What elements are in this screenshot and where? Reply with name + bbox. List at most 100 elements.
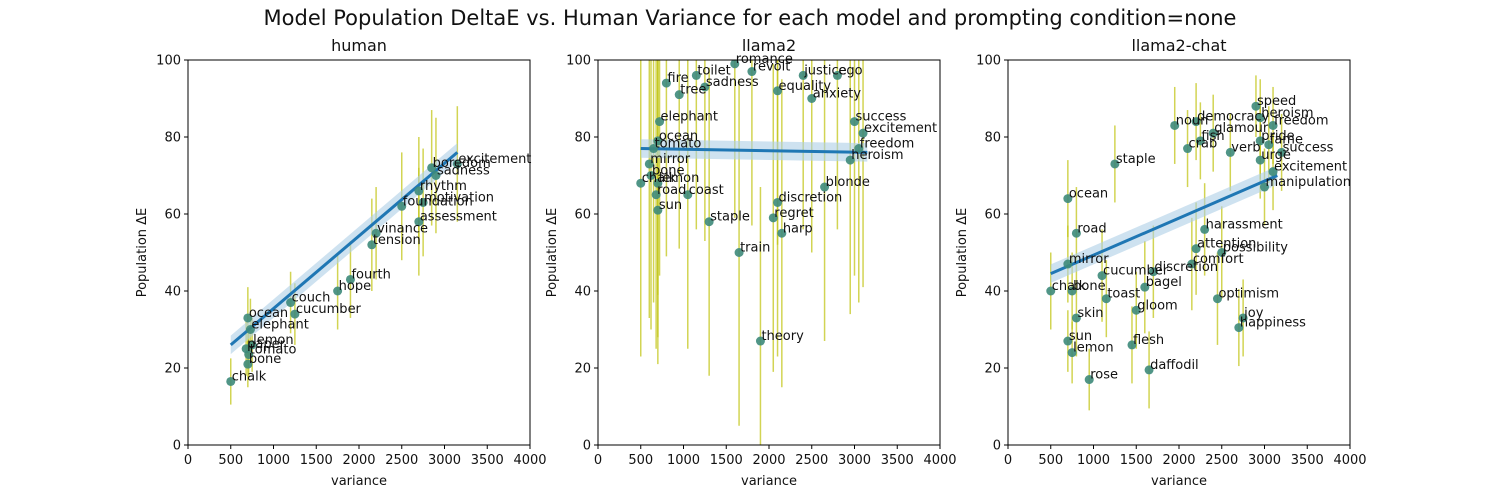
point-label-10: fourth (351, 267, 390, 282)
point-label-24: discretion (779, 190, 843, 205)
point-label-32: joy (1243, 306, 1264, 321)
data-point-30 (1131, 305, 1141, 315)
data-point-15 (418, 197, 428, 207)
point-label-10: success (1283, 140, 1334, 155)
data-point-0 (1251, 101, 1261, 111)
point-label-15: manipulation (1266, 175, 1351, 190)
data-point-25 (1140, 282, 1150, 292)
data-point-5 (245, 325, 255, 334)
point-label-27: chalk (1052, 279, 1087, 294)
point-label-14: excitement (1274, 160, 1347, 175)
data-point-16 (414, 186, 424, 196)
data-point-18 (427, 163, 437, 173)
y-tick-label-0: 0 (173, 439, 181, 454)
data-point-33 (1234, 323, 1244, 333)
data-point-8 (773, 86, 783, 96)
data-point-32 (1238, 313, 1248, 323)
point-label-9: anxiety (813, 87, 862, 102)
point-label-15: tomato (655, 137, 702, 152)
x-tick-label-8: 4000 (1333, 453, 1366, 468)
data-point-25 (653, 205, 663, 215)
data-point-17 (644, 159, 654, 169)
plot-area (226, 106, 462, 405)
point-label-17: mirror (650, 152, 690, 167)
data-point-21 (1187, 259, 1197, 269)
data-point-28 (777, 228, 787, 238)
data-point-6 (1195, 136, 1205, 146)
data-point-24 (773, 197, 783, 207)
point-label-20: lemon (659, 171, 699, 186)
point-label-2: justice (803, 63, 846, 78)
data-point-17 (431, 171, 441, 180)
point-label-0: chalk (232, 369, 267, 384)
data-point-28 (1067, 286, 1077, 296)
x-tick-label-7: 3500 (471, 453, 504, 468)
point-label-23: coast (689, 183, 724, 198)
data-point-0 (730, 60, 740, 69)
point-label-2: tomato (250, 343, 297, 358)
point-label-8: couch (292, 291, 331, 306)
x-axis-label: variance (741, 474, 797, 489)
panel-title: human (331, 36, 387, 55)
y-tick-label-2: 40 (574, 285, 591, 300)
point-label-21: comfort (1193, 252, 1244, 267)
point-label-33: happiness (1240, 316, 1306, 331)
y-tick-label-5: 100 (566, 54, 591, 69)
data-point-12 (858, 128, 868, 138)
data-point-35 (1127, 340, 1137, 350)
data-point-29 (734, 248, 744, 257)
x-tick-label-5: 2500 (795, 453, 828, 468)
x-tick-label-3: 1500 (710, 453, 743, 468)
point-label-38: rose (1090, 368, 1118, 383)
data-point-26 (768, 213, 778, 223)
point-label-16: heroism (851, 148, 903, 163)
point-label-29: train (740, 241, 770, 256)
point-label-27: staple (710, 210, 750, 225)
data-point-34 (1063, 336, 1073, 346)
data-point-27 (704, 217, 714, 227)
x-tick-label-1: 500 (628, 453, 653, 468)
point-label-3: noun (1176, 113, 1209, 128)
axes-frame (187, 59, 531, 446)
x-tick-label-5: 2500 (1205, 453, 1238, 468)
data-point-4 (1268, 120, 1278, 130)
point-label-16: rhythm (420, 179, 467, 194)
x-tick-label-4: 2000 (342, 453, 375, 468)
y-tick-label-1: 20 (164, 362, 181, 377)
data-point-26 (1212, 294, 1222, 304)
point-label-25: sun (659, 198, 682, 213)
data-point-7 (674, 90, 684, 100)
data-point-12 (371, 228, 381, 238)
data-point-7 (1255, 136, 1265, 146)
x-tick-label-2: 1000 (1077, 453, 1110, 468)
point-label-8: equality (779, 79, 832, 94)
data-point-22 (1148, 267, 1158, 277)
data-point-16 (845, 155, 855, 165)
data-point-9 (1183, 144, 1193, 154)
x-tick-label-0: 0 (184, 453, 192, 468)
point-label-28: harp (783, 221, 813, 236)
point-label-1: bone (249, 352, 281, 367)
point-label-7: tree (680, 83, 706, 98)
x-tick-label-6: 3000 (428, 453, 461, 468)
y-tick-label-4: 80 (574, 131, 591, 146)
point-label-3: paper (247, 337, 285, 352)
y-tick-label-0: 0 (993, 439, 1001, 454)
data-point-6 (243, 313, 253, 323)
data-point-14 (1268, 167, 1278, 177)
data-point-11 (1225, 147, 1235, 157)
point-label-24: cucumber (1103, 264, 1169, 279)
point-label-28: bone (1073, 279, 1105, 294)
fit-line (229, 151, 459, 347)
data-point-10 (655, 117, 665, 127)
data-point-10 (345, 274, 355, 284)
point-label-9: crab (1189, 137, 1218, 152)
data-point-7 (290, 309, 300, 319)
y-tick-label-1: 20 (574, 362, 591, 377)
data-point-24 (1097, 271, 1107, 281)
point-label-18: bone (652, 164, 684, 179)
point-label-14: foundation (403, 194, 473, 209)
panel-title: llama2-chat (1131, 36, 1226, 55)
data-point-38 (1084, 375, 1094, 385)
